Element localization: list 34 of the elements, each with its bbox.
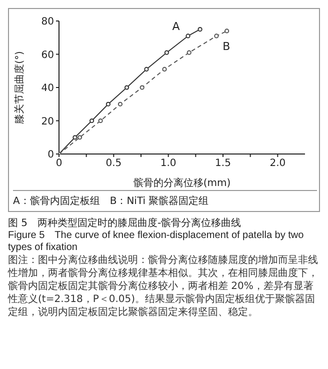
y-tick-label: 60 bbox=[41, 50, 54, 61]
point bbox=[198, 27, 202, 32]
point bbox=[164, 50, 169, 55]
point bbox=[90, 118, 94, 124]
y-tick-label: 0 bbox=[48, 150, 54, 161]
point bbox=[144, 66, 149, 72]
point bbox=[214, 34, 219, 38]
text: 图注：图中分离位移曲线说明：髌骨分离位移随膝屈度的增加而呈非线性增加，两者髌骨分离位移规律基本相似。其次，在相同膝屈曲度下，髌骨内固定板固定其髌骨分离位移较小，两者相差 20%，差异有显著性意义(t=2.318，P＜0.05)。结果显示髌骨内固定板组优于聚髌器固定组，说明内固定板固定比聚髌器固定来得坚固、稳定。 bbox=[8, 254, 319, 319]
text: A：髌骨内固定板组 B：NiTi 聚髌器固定组 bbox=[13, 190, 317, 208]
point bbox=[77, 135, 82, 140]
y-tick-label: 80 bbox=[41, 16, 54, 28]
y-tick-label: 40 bbox=[41, 83, 54, 94]
x-tick-label: 1.5 bbox=[215, 158, 231, 170]
y-axis-title: 膝关节屈曲度(°) bbox=[14, 51, 26, 124]
text: Figure 5 The curve of knee flexion-displacement of patella by two types of fixation bbox=[8, 230, 305, 254]
x-tick-label: 1.0 bbox=[160, 158, 176, 170]
point bbox=[224, 28, 230, 34]
text: 图 5 两种类型固定时的膝屈曲度-髌骨分离位移曲线 bbox=[8, 217, 242, 230]
point bbox=[72, 135, 78, 140]
point bbox=[186, 34, 190, 38]
point bbox=[98, 118, 103, 124]
x-axis-title: 髌骨的分离位移(mm) bbox=[133, 177, 231, 189]
x-tick-label: 0 bbox=[56, 158, 62, 170]
point bbox=[162, 66, 167, 72]
y-tick-label: 20 bbox=[41, 116, 54, 128]
series-label: A bbox=[172, 20, 180, 33]
point bbox=[140, 85, 144, 90]
series-label: B bbox=[222, 40, 230, 53]
point bbox=[124, 85, 130, 90]
x-tick-label: 2.0 bbox=[270, 158, 286, 170]
x-tick-label: 0.5 bbox=[106, 158, 122, 170]
point bbox=[106, 102, 110, 106]
point bbox=[186, 50, 192, 55]
point bbox=[118, 102, 123, 106]
